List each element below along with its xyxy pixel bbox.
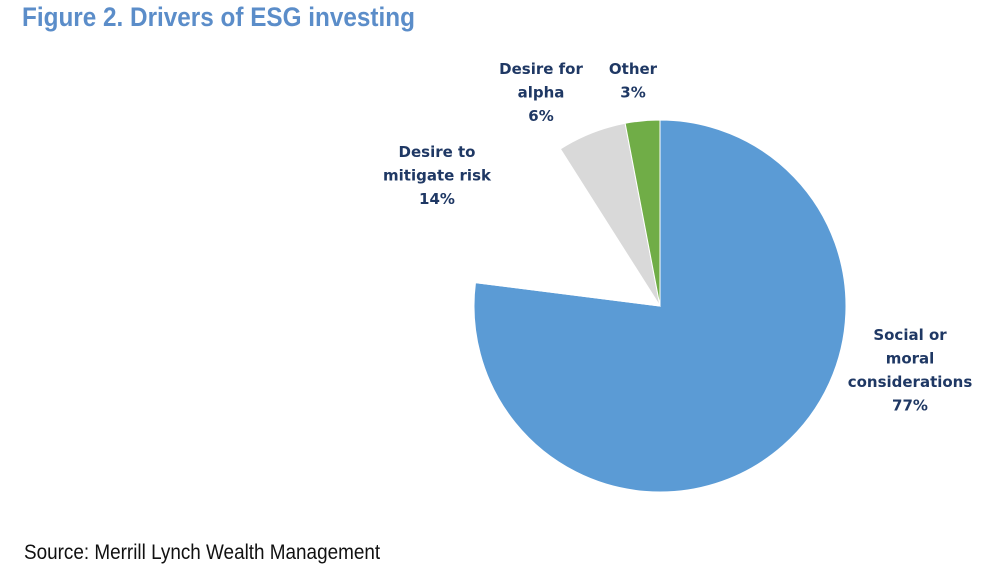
pie-slices xyxy=(473,119,847,493)
slice-name-line: mitigate risk xyxy=(383,167,492,185)
pie-slice-other xyxy=(624,119,661,307)
slice-label-social-or-moral: Social or moral considerations 77% xyxy=(848,326,973,415)
pie-slice-mitigate-risk xyxy=(474,148,661,307)
slice-value-label: 3% xyxy=(620,84,645,102)
pie-labels: Social or moral considerations 77% Desire to… xyxy=(383,60,972,415)
slice-name-line: Social or xyxy=(873,326,947,344)
slice-label-other: Other 3% xyxy=(609,60,658,102)
slice-name-line: Other xyxy=(609,60,658,78)
slice-label-mitigate-risk: Desire to mitigate risk 14% xyxy=(383,143,492,208)
slice-value-label: 14% xyxy=(419,190,455,208)
slice-value-label: 6% xyxy=(528,107,553,125)
slice-name-line: moral xyxy=(886,350,935,368)
slice-name-line: considerations xyxy=(848,373,973,391)
slice-name-line: alpha xyxy=(518,84,565,102)
source-note: Source: Merrill Lynch Wealth Management xyxy=(24,541,381,564)
slice-name-line: Desire to xyxy=(399,143,476,161)
slice-value-label: 77% xyxy=(892,397,928,415)
chart-title: Figure 2. Drivers of ESG investing xyxy=(22,2,415,32)
slice-label-alpha: Desire for alpha 6% xyxy=(499,60,583,125)
slice-name-line: Desire for xyxy=(499,60,583,78)
